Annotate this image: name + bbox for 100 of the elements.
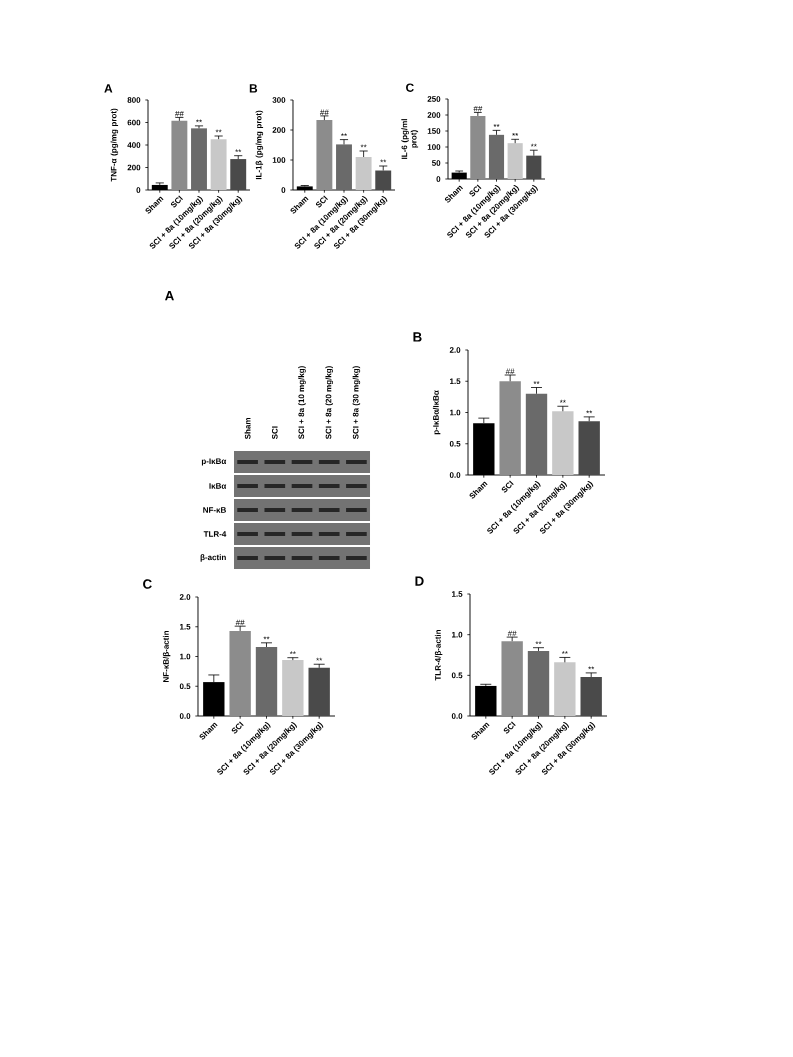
annotation: ** bbox=[196, 119, 202, 123]
y-axis-title: p-IκBα/IκBα bbox=[432, 390, 441, 435]
bar bbox=[580, 676, 602, 717]
annotation: ## bbox=[235, 619, 245, 626]
y-tick-label: 0 bbox=[136, 187, 141, 193]
bar bbox=[501, 641, 523, 717]
y-tick-label: 150 bbox=[427, 128, 441, 134]
y-tick-label: 0.5 bbox=[451, 672, 463, 679]
annotation: ** bbox=[586, 410, 593, 414]
y-tick-label: 0.0 bbox=[449, 472, 461, 478]
text: β-actin bbox=[200, 554, 226, 562]
annotation: ## bbox=[319, 109, 329, 115]
bar bbox=[316, 120, 333, 191]
y-tick-label: 0.0 bbox=[179, 713, 191, 719]
bar bbox=[255, 646, 278, 717]
annotation: ** bbox=[235, 149, 242, 153]
y-tick-label: 0 bbox=[281, 187, 286, 193]
y-tick-label: 1.5 bbox=[450, 378, 461, 385]
bar bbox=[308, 667, 330, 717]
text: A bbox=[165, 291, 174, 301]
annotation: ## bbox=[507, 630, 517, 637]
category-label: Sham bbox=[244, 418, 251, 440]
annotation: ** bbox=[215, 129, 222, 133]
y-tick-label: 2.0 bbox=[179, 594, 191, 600]
annotation: ** bbox=[289, 651, 296, 655]
annotation: ** bbox=[316, 657, 323, 661]
y-tick-label: 100 bbox=[427, 144, 441, 150]
annotation: ** bbox=[360, 144, 367, 148]
y-tick-label: 100 bbox=[272, 157, 286, 163]
y-tick-label: 1.0 bbox=[450, 409, 461, 416]
y-axis-title: IL-1β (pg/mg prot) bbox=[255, 110, 264, 180]
bar bbox=[527, 650, 550, 717]
annotation: ** bbox=[263, 636, 270, 640]
y-tick-label: 600 bbox=[127, 119, 141, 126]
annotation: ** bbox=[533, 381, 540, 384]
y-tick-label: 200 bbox=[127, 164, 141, 171]
text: NF-κB bbox=[203, 507, 226, 513]
annotation: ** bbox=[559, 399, 566, 403]
bar bbox=[355, 157, 372, 191]
y-tick-label: 1.5 bbox=[452, 591, 463, 597]
bar bbox=[525, 393, 548, 476]
y-tick-label: 1.0 bbox=[452, 631, 463, 638]
bar bbox=[499, 381, 521, 476]
y-axis-title: TNF-α (pg/mg prot) bbox=[110, 108, 119, 182]
chart-title: B bbox=[249, 84, 258, 93]
annotation: ** bbox=[530, 143, 537, 147]
annotation: ** bbox=[561, 651, 568, 654]
category-label: SCI + 8a (20 mg/kg) bbox=[325, 366, 333, 440]
bar bbox=[230, 159, 247, 191]
annotation: ** bbox=[493, 123, 500, 127]
annotation: ## bbox=[473, 106, 483, 112]
y-axis-title: IL-6 (pg/ml prot) bbox=[401, 119, 419, 159]
y-tick-label: 0.5 bbox=[179, 683, 191, 690]
y-tick-label: 250 bbox=[427, 96, 441, 102]
bar bbox=[552, 411, 574, 476]
annotation: ** bbox=[535, 641, 542, 645]
y-axis-title: NF-κB/β-actin bbox=[162, 631, 171, 682]
text: TLR-4 bbox=[203, 531, 227, 537]
annotation: ** bbox=[588, 666, 595, 670]
chart-title: D bbox=[415, 576, 424, 586]
text: IκBα bbox=[209, 483, 227, 489]
chart-title: C bbox=[143, 579, 152, 589]
bar bbox=[282, 660, 304, 717]
y-tick-label: 50 bbox=[431, 160, 441, 166]
y-tick-label: 1.0 bbox=[180, 653, 191, 660]
annotation: ## bbox=[174, 111, 184, 117]
bar bbox=[578, 421, 600, 476]
y-tick-label: 300 bbox=[272, 97, 286, 103]
bar bbox=[229, 630, 251, 717]
annotation: ** bbox=[512, 132, 519, 136]
chart-title: A bbox=[104, 84, 113, 93]
bar bbox=[336, 144, 352, 191]
bar bbox=[488, 134, 505, 180]
category-label: SCI + 8a (30 mg/kg) bbox=[352, 366, 361, 440]
text: p-IκBα bbox=[201, 458, 227, 466]
y-tick-label: 1.5 bbox=[180, 623, 191, 630]
bar bbox=[526, 155, 542, 180]
annotation: ** bbox=[341, 133, 347, 136]
bar bbox=[191, 128, 207, 191]
y-tick-label: 0.0 bbox=[451, 713, 463, 719]
bar bbox=[470, 115, 486, 180]
category-label: SCI + 8a (10 mg/kg) bbox=[298, 366, 306, 440]
bar bbox=[375, 170, 392, 191]
y-tick-label: 200 bbox=[272, 127, 286, 133]
y-tick-label: 400 bbox=[127, 142, 141, 148]
y-tick-label: 800 bbox=[127, 97, 141, 103]
y-tick-label: 0.5 bbox=[449, 440, 461, 447]
annotation: ** bbox=[380, 159, 387, 163]
bar bbox=[507, 143, 523, 180]
y-axis-title: TLR-4/β-actin bbox=[434, 629, 443, 681]
chart-title: C bbox=[406, 83, 414, 92]
annotation: ## bbox=[505, 368, 515, 375]
bar bbox=[554, 662, 576, 717]
y-tick-label: 0 bbox=[436, 176, 441, 182]
bar bbox=[171, 120, 188, 191]
chart-title: B bbox=[413, 332, 422, 342]
category-label: SCI bbox=[271, 426, 278, 440]
y-tick-label: 200 bbox=[427, 112, 441, 118]
y-tick-label: 2.0 bbox=[449, 347, 461, 353]
bar bbox=[210, 139, 227, 191]
